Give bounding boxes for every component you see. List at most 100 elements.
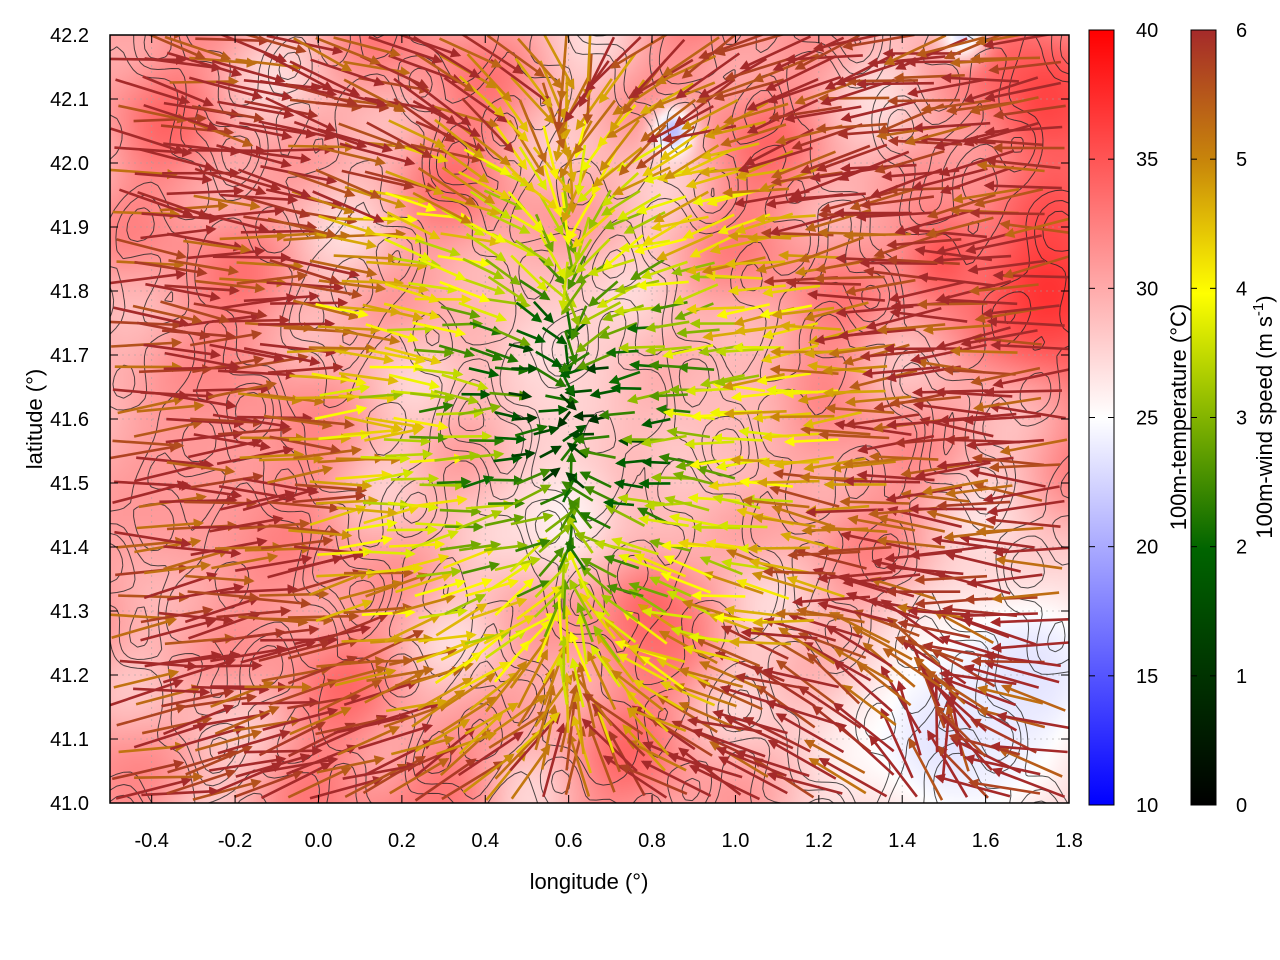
wind-label-main: 100m-wind speed (m s: [1252, 316, 1277, 539]
wind-vector: [393, 416, 449, 432]
x-tick-label: 0.6: [555, 830, 583, 852]
wind-vector: [934, 232, 1011, 256]
wind-vector: [493, 453, 523, 464]
y-tick-label: 41.1: [50, 729, 89, 751]
wind-vector: [166, 417, 245, 429]
wind-vector: [619, 764, 688, 795]
wind-vector: [315, 168, 382, 199]
wind-vector: [640, 260, 688, 280]
wind-vector: [740, 627, 818, 640]
wind-vector: [802, 641, 872, 682]
plot-area: [109, 34, 1070, 804]
wind-vector: [408, 281, 459, 294]
wind-vector: [611, 537, 659, 556]
wind-vector: [694, 637, 761, 668]
wind-vector: [141, 715, 213, 735]
wind-vector: [960, 329, 1038, 348]
wind-vector: [671, 720, 741, 754]
wind-vector: [365, 572, 430, 598]
wind-vector: [458, 449, 505, 460]
wind-vector: [539, 445, 562, 459]
wind-vector: [515, 712, 560, 754]
wind-vector: [218, 485, 297, 503]
wind-vector: [287, 170, 356, 198]
wind-vector: [388, 373, 441, 390]
wind-vector: [141, 786, 220, 797]
wind-vector: [747, 543, 810, 554]
wind-vector: [308, 343, 377, 354]
x-tick-label: 0.0: [305, 830, 333, 852]
wind-vector: [239, 449, 305, 461]
wind-vector: [559, 393, 577, 411]
wind-vector: [688, 764, 761, 801]
wind-vector: [417, 167, 477, 206]
wind-vector: [457, 731, 524, 777]
wind-vector: [238, 168, 312, 199]
wind-vector: [1002, 255, 1069, 279]
wind-vector: [337, 726, 401, 756]
wind-vector: [640, 434, 687, 448]
wind-vector: [582, 693, 644, 736]
wind-speed-colorbar: 0 1 2 3 4 5 6 100m-wind speed (m s-1): [1190, 20, 1277, 817]
wind-vector: [869, 734, 918, 798]
wind-vector: [110, 269, 187, 285]
wind-vector: [685, 168, 744, 189]
wind-vector: [999, 438, 1068, 456]
wind-vector: [364, 425, 424, 442]
wind-vector: [462, 561, 501, 575]
wind-vector: [385, 697, 448, 713]
wind-vector: [970, 366, 1041, 386]
wind-vector: [775, 659, 835, 705]
wind-vector: [418, 606, 468, 620]
wind-vector: [194, 729, 263, 752]
wind-vector: [992, 368, 1069, 389]
wind-vector: [509, 635, 550, 689]
wind-vector: [293, 445, 363, 460]
wind-vector: [235, 753, 312, 778]
wind-vector: [443, 546, 497, 570]
wind-vector: [343, 425, 402, 437]
wind-vector: [243, 347, 321, 367]
wind-vector: [722, 187, 789, 198]
wind-vector: [441, 760, 505, 801]
colorbar-tick-label: 35: [1136, 149, 1158, 171]
wind-vector: [258, 639, 332, 663]
wind-vector: [258, 120, 336, 141]
wind-vector: [194, 167, 267, 196]
wind-label-sup: -1: [1250, 303, 1267, 316]
wind-vector: [511, 449, 536, 460]
wind-vector: [833, 647, 894, 684]
wind-vector: [344, 415, 404, 433]
wind-vector: [365, 701, 441, 727]
wind-vector: [189, 329, 263, 347]
wind-vector: [335, 470, 393, 481]
wind-vector: [244, 745, 323, 756]
wind-vector: [486, 211, 531, 234]
wind-vector: [208, 205, 286, 219]
wind-vector: [238, 194, 311, 219]
wind-vector: [861, 365, 941, 379]
wind-vector: [959, 533, 1035, 549]
wind-vector: [833, 659, 893, 713]
wind-vector: [992, 546, 1069, 558]
wind-vector: [985, 156, 1061, 170]
wind-vector: [169, 724, 246, 751]
wind-vector: [617, 493, 665, 506]
colorbar-tick-label: 30: [1136, 278, 1158, 300]
wind-vector: [385, 191, 437, 213]
wind-vector: [417, 257, 467, 281]
wind-vector: [681, 599, 746, 622]
wind-vector: [914, 461, 991, 481]
wind-vector: [644, 345, 692, 356]
wind-vector: [190, 472, 264, 489]
wind-vector: [411, 529, 459, 550]
y-tick-label: 41.6: [50, 409, 89, 431]
wind-vector: [612, 166, 671, 196]
wind-vector: [414, 238, 461, 257]
wind-vector: [440, 577, 493, 599]
wind-vector: [856, 662, 912, 707]
wind-vector: [588, 280, 619, 307]
wind-vector: [185, 745, 253, 776]
wind-vector: [117, 395, 185, 415]
x-tick-label: 1.6: [972, 830, 1000, 852]
